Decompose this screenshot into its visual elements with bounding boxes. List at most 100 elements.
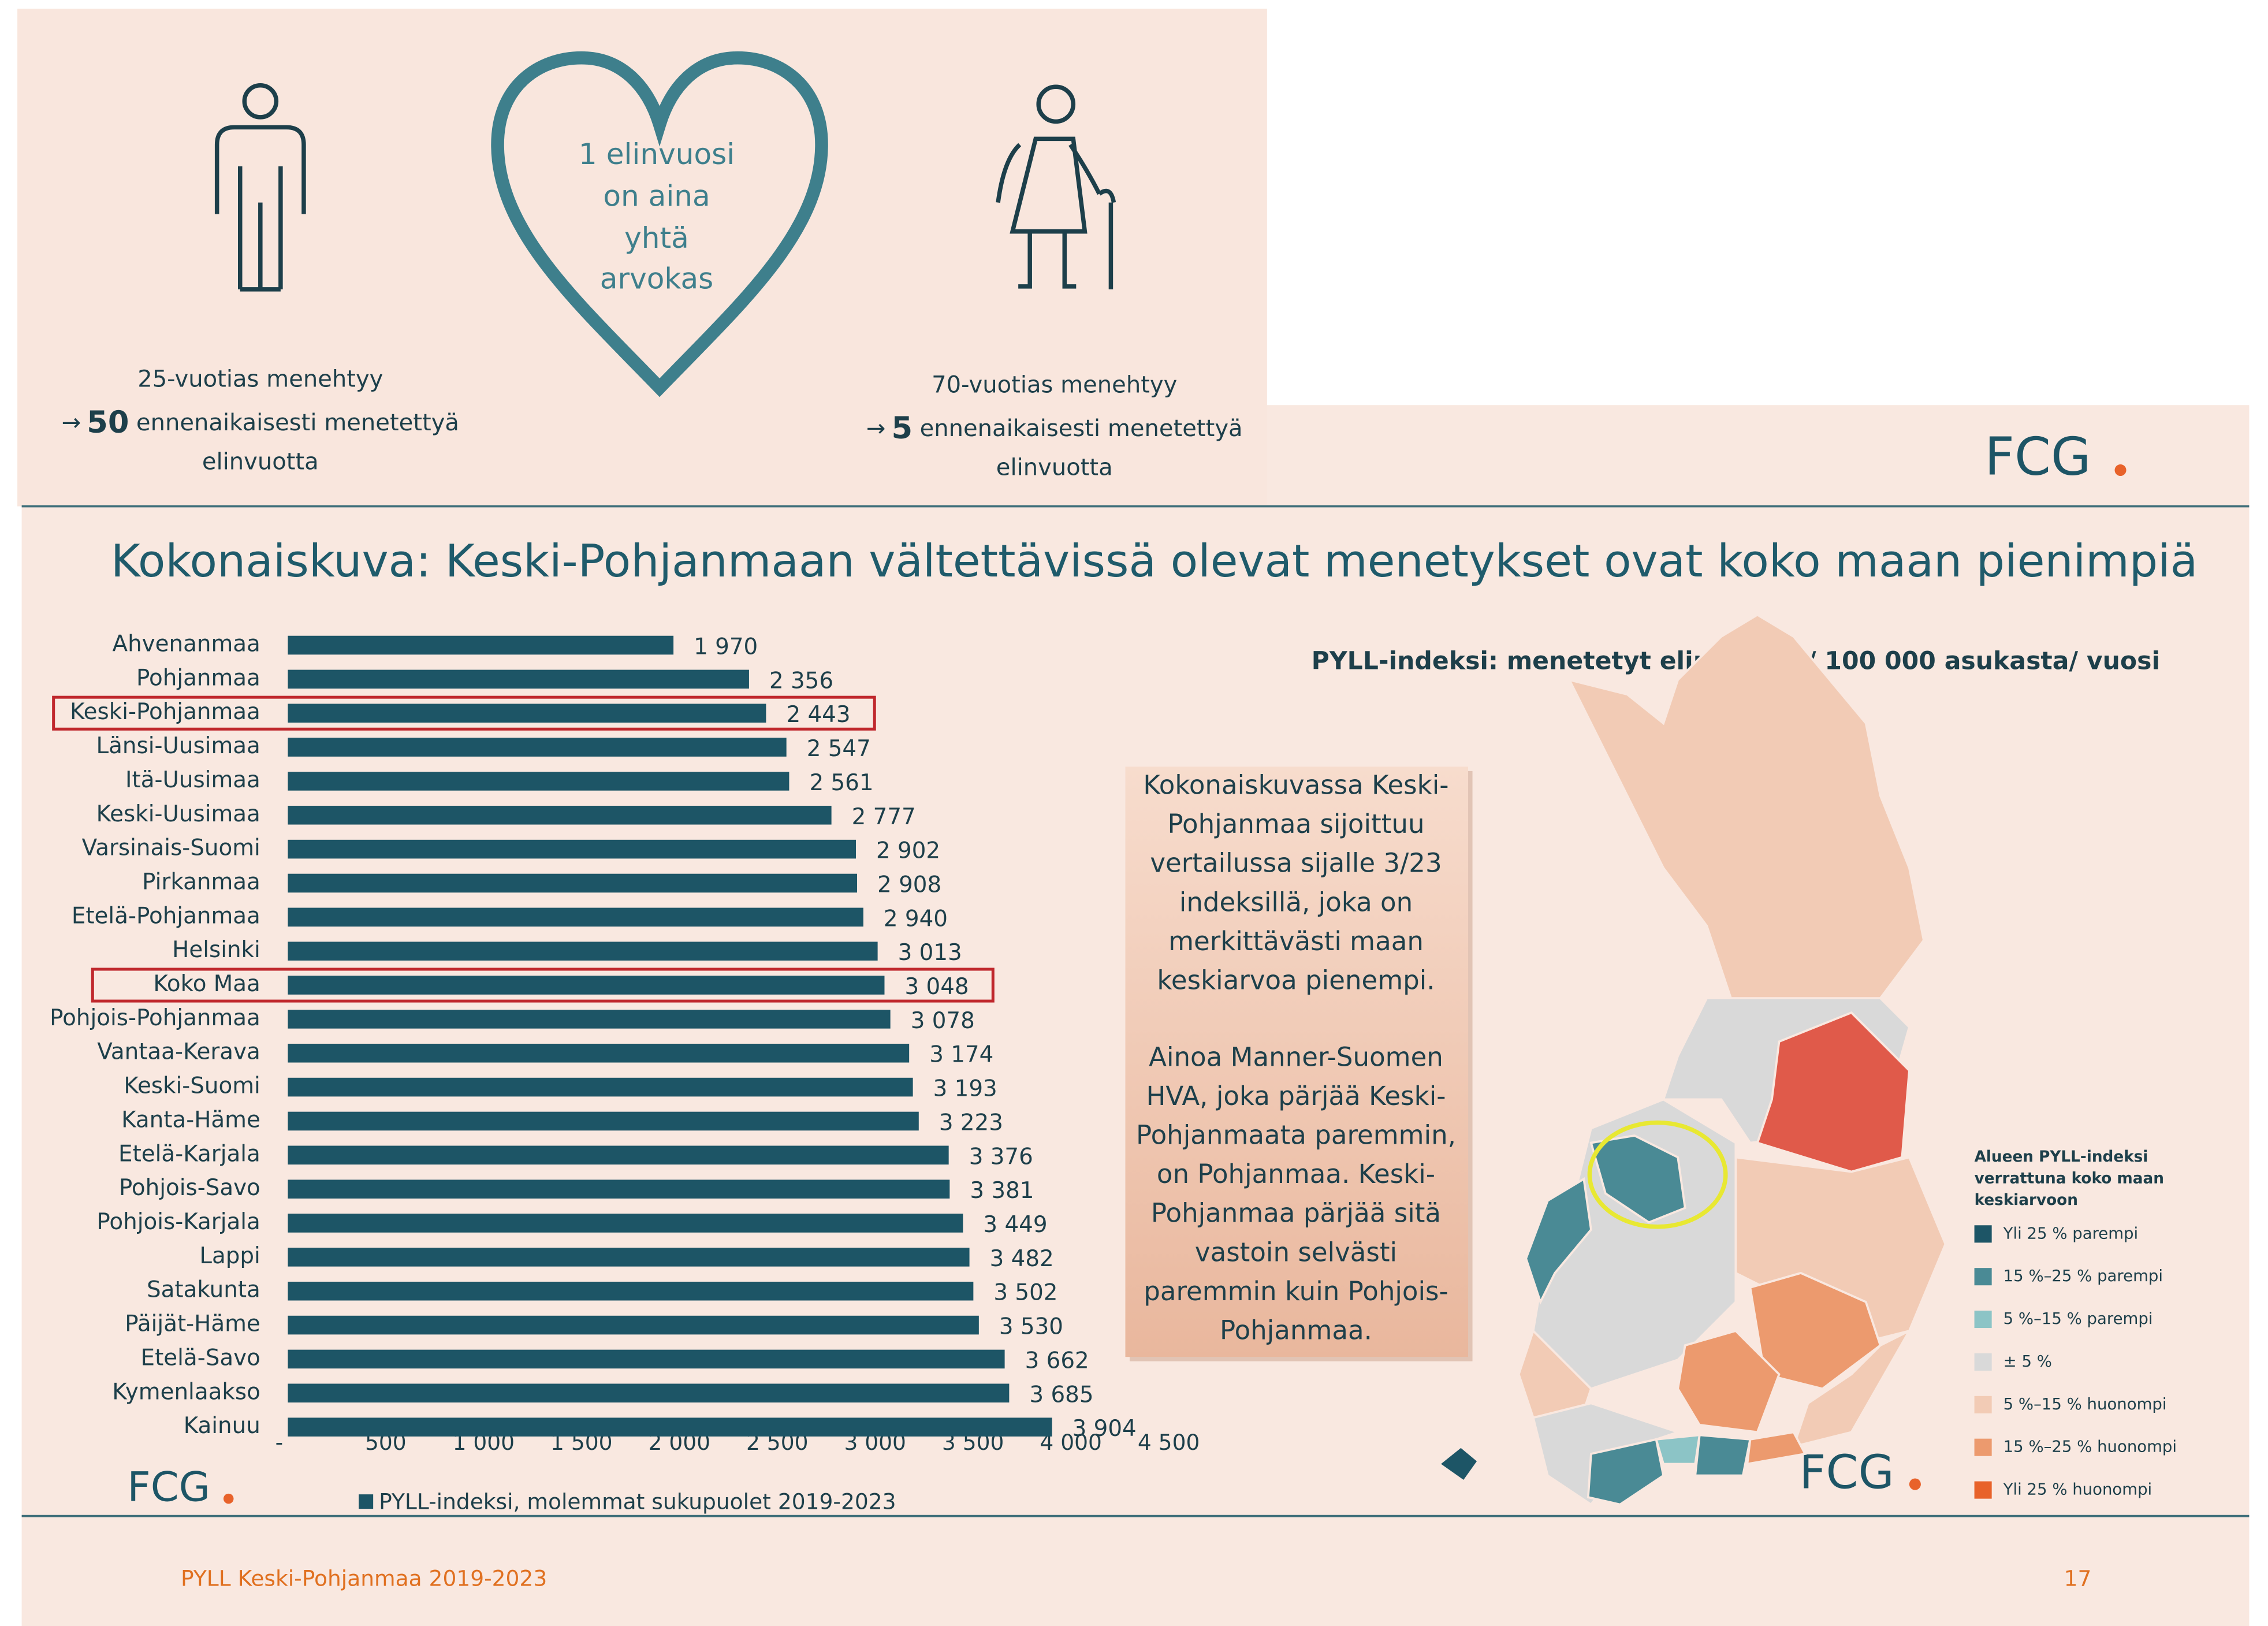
number: 5 [891, 410, 913, 445]
category-label: Kanta-Häme [121, 1107, 260, 1133]
callout-text: HVA, joka pärjää Keski- [1146, 1081, 1446, 1111]
value-label: 2 561 [809, 770, 873, 796]
logo-dot [1909, 1478, 1921, 1490]
bar [288, 1315, 979, 1335]
chart-title: Kokonaiskuva: Keski-Pohjanmaan vältettäv… [111, 535, 2198, 587]
map-legend-label: 15 %–25 % huonompi [2003, 1438, 2177, 1456]
highlight-box [52, 695, 876, 731]
value-label: 3 530 [999, 1314, 1063, 1340]
bar [288, 738, 787, 757]
callout-text: keskiarvoa pienempi. [1157, 965, 1435, 996]
bar [288, 1349, 1005, 1369]
region [1525, 1177, 1592, 1305]
category-label: Etelä-Karjala [118, 1141, 260, 1167]
region [1437, 1445, 1480, 1483]
bar [288, 1077, 913, 1097]
info-text: ennenaikaisesti menetettyä [136, 410, 459, 436]
map-legend-title: verrattuna koko maan [1975, 1170, 2164, 1188]
callout-text: Pohjanmaa pärjää sitä [1151, 1198, 1441, 1229]
bar [288, 1383, 1010, 1403]
callout [1125, 767, 1469, 1357]
bar [288, 805, 832, 825]
bar [288, 772, 789, 791]
value-label: 3 376 [969, 1144, 1033, 1170]
region [1677, 1329, 1781, 1434]
callout-text: merkittävästi maan [1168, 926, 1424, 957]
value-label: 3 193 [933, 1076, 997, 1102]
callout-text: Pohjanmaata paremmin, [1136, 1119, 1456, 1150]
page-number: 17 [2064, 1565, 2092, 1591]
value-label: 3 685 [1029, 1382, 1093, 1408]
category-label: Pohjois-Savo [119, 1175, 260, 1201]
bar [288, 1111, 919, 1131]
footer-title: PYLL Keski-Pohjanmaa 2019-2023 [181, 1565, 547, 1591]
logo: FCG [1800, 1446, 1894, 1500]
map-legend-label: Yli 25 % parempi [2003, 1224, 2139, 1242]
bar [288, 635, 674, 655]
value-label: 1 970 [694, 634, 758, 660]
callout-text: indeksillä, joka on [1179, 887, 1413, 917]
bar [288, 942, 878, 961]
category-label: Keski-Uusimaa [96, 801, 260, 827]
bar [288, 1214, 963, 1233]
bar [288, 1010, 891, 1029]
bar [288, 907, 863, 927]
callout-text: vertailussa sijalle 3/23 [1150, 848, 1442, 879]
map [1437, 613, 1947, 1506]
category-label: Keski-Suomi [124, 1073, 260, 1099]
x-tick-label: - [275, 1430, 284, 1455]
value-label: 3 223 [939, 1110, 1003, 1136]
bar [288, 1145, 949, 1165]
info-text: elinvuotta [996, 454, 1113, 481]
bar [288, 873, 858, 893]
x-tick-label: 4 500 [1138, 1430, 1200, 1455]
map-legend-swatch [1974, 1225, 1992, 1243]
value-label: 3 048 [905, 974, 969, 1000]
logo: FCG [1984, 426, 2091, 487]
map-legend-label: Yli 25 % huonompi [2003, 1480, 2152, 1499]
map-legend-title: keskiarvoon [1975, 1192, 2078, 1209]
map-legend-label: 5 %–15 % huonompi [2003, 1395, 2167, 1413]
callout-text: Ainoa Manner-Suomen [1149, 1041, 1443, 1072]
info-text: → 50 ennenaikaisesti menetettyä [62, 404, 459, 440]
category-label: Pohjanmaa [136, 665, 260, 691]
value-label: 2 902 [876, 838, 940, 864]
value-label: 2 547 [807, 736, 871, 762]
category-label: Varsinais-Suomi [82, 835, 260, 861]
category-label: Pohjois-Pohjanmaa [50, 1005, 260, 1031]
bar [288, 1248, 970, 1267]
logo-dot [2114, 464, 2127, 476]
info-text: 70-vuotias menehtyy [932, 372, 1177, 399]
category-label: Koko Maa [153, 971, 260, 997]
value-label: 3 482 [990, 1246, 1054, 1272]
map-legend-label: 15 %–25 % parempi [2003, 1267, 2163, 1285]
category-label: Itä-Uusimaa [125, 767, 260, 793]
category-label: Pohjois-Karjala [96, 1209, 260, 1235]
info-text: → 5 ennenaikaisesti menetettyä [866, 410, 1243, 445]
region [1589, 1134, 1686, 1224]
category-label: Etelä-Pohjanmaa [72, 903, 260, 929]
category-label: Vantaa-Kerava [97, 1039, 260, 1065]
bar [288, 1043, 910, 1063]
category-label: Satakunta [147, 1277, 260, 1303]
map-legend-swatch [1974, 1311, 1992, 1329]
number: 50 [87, 404, 129, 440]
bar [288, 1179, 950, 1199]
bar [288, 976, 885, 995]
map-legend-swatch [1974, 1438, 1992, 1456]
value-label: 3 449 [983, 1212, 1047, 1238]
region [1587, 1438, 1665, 1506]
category-label: Päijät-Häme [125, 1311, 260, 1337]
category-label: Ahvenanmaa [113, 631, 260, 657]
legend-swatch [359, 1494, 374, 1509]
bar [288, 704, 766, 723]
category-label: Kainuu [184, 1413, 260, 1439]
bar [288, 669, 749, 689]
value-label: 2 443 [786, 702, 850, 728]
heart [491, 51, 828, 397]
value-label: 3 502 [993, 1280, 1057, 1306]
map-legend-label: ± 5 % [2003, 1352, 2052, 1371]
region [1694, 1434, 1752, 1477]
